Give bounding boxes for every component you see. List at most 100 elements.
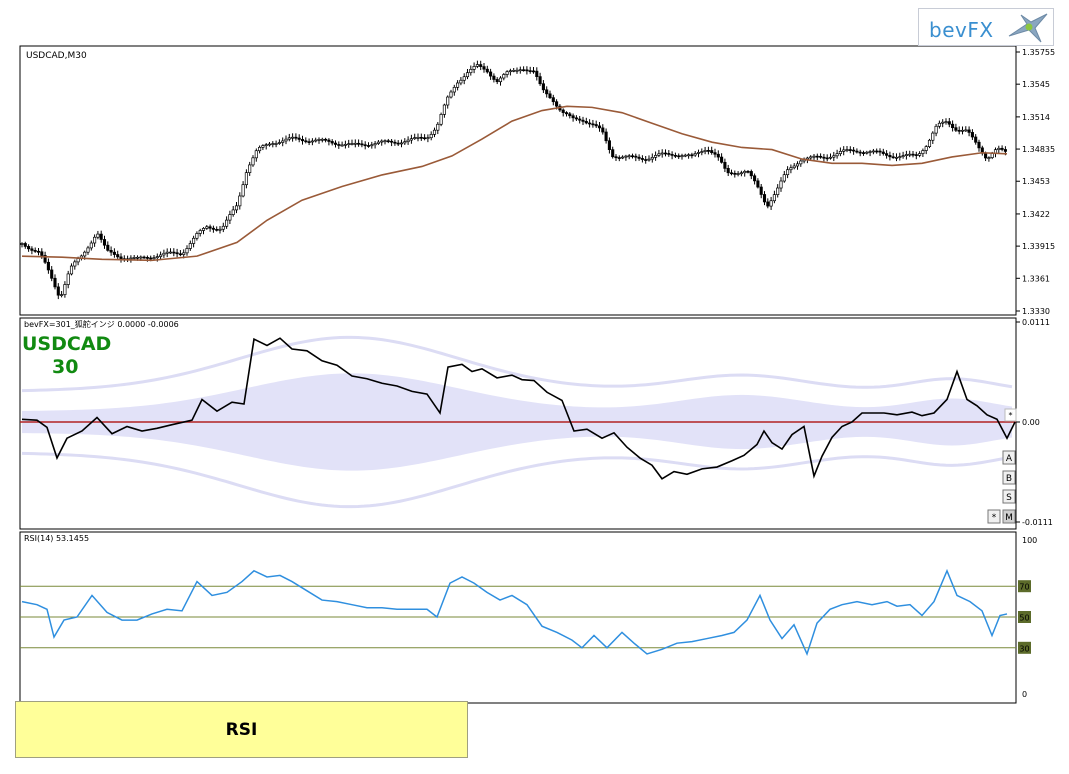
candle-body	[198, 230, 202, 234]
candle-body	[390, 140, 394, 143]
candle-body	[637, 156, 641, 159]
rsi-tick-label: 0	[1022, 690, 1027, 699]
candle-body	[505, 71, 509, 75]
candle-body	[182, 252, 186, 255]
candle-body	[30, 248, 34, 251]
candle-body	[647, 158, 651, 161]
candle-body	[333, 142, 338, 145]
candle-body	[984, 152, 988, 159]
candle-body	[894, 156, 899, 159]
candle-body	[135, 256, 140, 259]
candle-body	[178, 253, 182, 256]
candle-body	[630, 155, 635, 158]
candle-body	[842, 149, 846, 152]
price-tick-label: 1.35755	[1022, 48, 1055, 57]
candle-body	[264, 144, 268, 146]
panel-frame	[19, 317, 1017, 530]
candle-body	[937, 122, 941, 127]
candle-body	[924, 146, 928, 151]
candle-body	[795, 163, 800, 167]
indicator-band-lower	[21, 451, 1013, 509]
candle-body	[304, 140, 308, 143]
candle-body	[489, 71, 493, 77]
panel-frame	[19, 45, 1017, 316]
indicator-button-a[interactable]	[1002, 450, 1016, 465]
candle-body	[624, 155, 628, 158]
candle-body	[759, 186, 763, 195]
candle-body	[23, 243, 27, 247]
indicator-star-button-top[interactable]	[1004, 408, 1017, 422]
rsi-level-label: 70	[1019, 583, 1029, 592]
candle-body	[251, 157, 255, 166]
candle-body	[997, 147, 1001, 151]
candle-body	[324, 138, 328, 141]
candle-body	[749, 171, 753, 177]
rsi-level-label: 30	[1019, 644, 1029, 653]
candle-body	[175, 252, 179, 255]
candle-body	[990, 153, 994, 158]
candle-body	[528, 70, 532, 72]
candle-body	[363, 144, 367, 147]
candle-body	[76, 258, 80, 263]
candle-body	[535, 70, 539, 77]
candle-body	[225, 219, 229, 227]
candle-body	[83, 251, 87, 257]
candle-body	[772, 194, 776, 202]
candle-body	[650, 156, 654, 160]
candle-body	[934, 125, 938, 134]
candle-body	[551, 97, 555, 103]
candle-body	[291, 136, 295, 139]
candle-body	[588, 122, 592, 125]
candle-body	[449, 91, 453, 98]
candle-body	[234, 205, 239, 211]
rsi-level-label: 50	[1019, 614, 1029, 623]
candle-body	[386, 140, 390, 143]
candle-body	[640, 158, 644, 160]
candle-body	[634, 155, 638, 158]
indicator-button-b[interactable]	[1002, 470, 1016, 485]
candle-body	[716, 153, 720, 158]
candle-body	[439, 114, 443, 125]
candle-body	[792, 165, 796, 169]
indicator-tick-label: 0.00	[1022, 418, 1040, 427]
candle-body	[485, 68, 489, 73]
candle-body	[132, 257, 136, 259]
rsi-caption-box: RSI	[15, 701, 468, 758]
candle-body	[284, 138, 288, 142]
candle-body	[762, 194, 767, 203]
candle-body	[591, 123, 595, 126]
candle-body	[129, 257, 133, 260]
price-tick-label: 1.3361	[1022, 274, 1050, 283]
rsi-level-badge	[1018, 580, 1031, 593]
candle-body	[696, 152, 701, 154]
candle-body	[878, 150, 882, 153]
indicator-button-label: M	[1005, 513, 1013, 523]
candle-body	[766, 201, 770, 207]
candle-body	[607, 140, 611, 150]
candle-body	[828, 156, 833, 159]
candle-body	[185, 248, 189, 254]
candle-body	[423, 137, 427, 140]
rsi-line	[21, 568, 1008, 657]
candle-body	[832, 155, 836, 158]
candle-body	[159, 254, 163, 257]
price-tick-label: 1.3514	[1022, 113, 1050, 122]
candle-body	[720, 156, 724, 163]
candle-body	[918, 153, 922, 156]
candle-body	[419, 136, 423, 139]
candle-body	[46, 261, 50, 271]
price-tick-label: 1.33915	[1022, 242, 1055, 251]
candle-body	[743, 171, 747, 174]
price-tick-label: 1.34835	[1022, 145, 1055, 154]
candle-body	[644, 159, 648, 161]
candle-body	[406, 139, 410, 143]
candle-body	[508, 70, 512, 73]
indicator-star-button[interactable]	[987, 509, 1001, 524]
candle-body	[43, 255, 47, 263]
indicator-button-s[interactable]	[1002, 489, 1016, 504]
candle-body	[446, 96, 450, 106]
indicator-button-m[interactable]	[1002, 509, 1016, 524]
candle-body	[898, 156, 902, 158]
candle-body	[465, 72, 470, 78]
